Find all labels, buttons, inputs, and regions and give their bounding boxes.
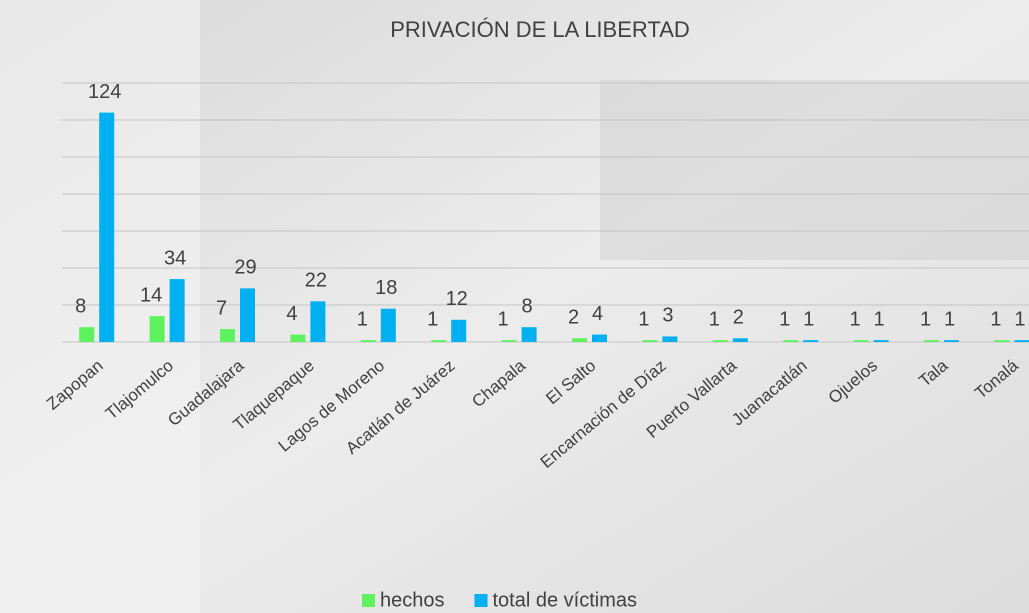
legend: hechos total de víctimas	[362, 589, 637, 611]
data-label: 3	[662, 305, 673, 327]
data-label: 22	[305, 270, 327, 292]
data-label: 1	[874, 308, 885, 330]
bar	[572, 338, 587, 342]
legend-swatch	[475, 594, 488, 607]
data-label: 8	[522, 295, 533, 317]
bar	[924, 340, 939, 342]
bar	[502, 340, 517, 342]
data-label: 29	[234, 257, 256, 279]
bar	[240, 288, 255, 342]
data-label: 4	[592, 303, 603, 325]
bar	[381, 309, 396, 342]
bar	[713, 340, 728, 342]
bar	[874, 340, 889, 342]
bar	[310, 301, 325, 342]
data-label: 18	[375, 277, 397, 299]
bar	[854, 340, 869, 342]
data-label: 2	[568, 307, 579, 329]
bar	[170, 279, 185, 342]
data-label: 8	[75, 295, 86, 317]
chart: PRIVACIÓN DE LA LIBERTAD hechos total de …	[0, 0, 1029, 613]
data-label: 34	[164, 247, 186, 269]
bar	[361, 340, 376, 342]
bar	[431, 340, 446, 342]
bar	[522, 327, 537, 342]
legend-swatch	[362, 594, 375, 607]
bar	[662, 336, 677, 342]
bar	[290, 335, 305, 342]
data-label: 1	[357, 308, 368, 330]
data-label: 1	[850, 308, 861, 330]
bar	[642, 340, 657, 342]
data-label: 1	[427, 308, 438, 330]
bar	[99, 113, 114, 342]
data-label: 4	[286, 303, 297, 325]
bar	[150, 316, 165, 342]
bar	[451, 320, 466, 342]
background-photo-shape	[600, 80, 1029, 260]
data-label: 1	[990, 308, 1001, 330]
data-label: 7	[216, 297, 227, 319]
data-label: 1	[498, 308, 509, 330]
data-label: 2	[733, 307, 744, 329]
legend-label: hechos	[380, 589, 445, 611]
legend-label: total de víctimas	[493, 589, 638, 611]
bar	[220, 329, 235, 342]
bar	[783, 340, 798, 342]
bar	[994, 340, 1009, 342]
data-label: 12	[446, 288, 468, 310]
data-label: 1	[944, 308, 955, 330]
data-label: 1	[709, 308, 720, 330]
bar	[733, 338, 748, 342]
bar	[1014, 340, 1029, 342]
data-label: 1	[779, 308, 790, 330]
bar	[803, 340, 818, 342]
bar	[944, 340, 959, 342]
data-label: 1	[638, 308, 649, 330]
bar	[79, 327, 94, 342]
data-label: 124	[88, 81, 121, 103]
bar	[592, 335, 607, 342]
chart-title: PRIVACIÓN DE LA LIBERTAD	[390, 17, 690, 42]
data-label: 1	[920, 308, 931, 330]
data-label: 14	[140, 284, 162, 306]
data-label: 1	[1014, 308, 1025, 330]
data-label: 1	[803, 308, 814, 330]
